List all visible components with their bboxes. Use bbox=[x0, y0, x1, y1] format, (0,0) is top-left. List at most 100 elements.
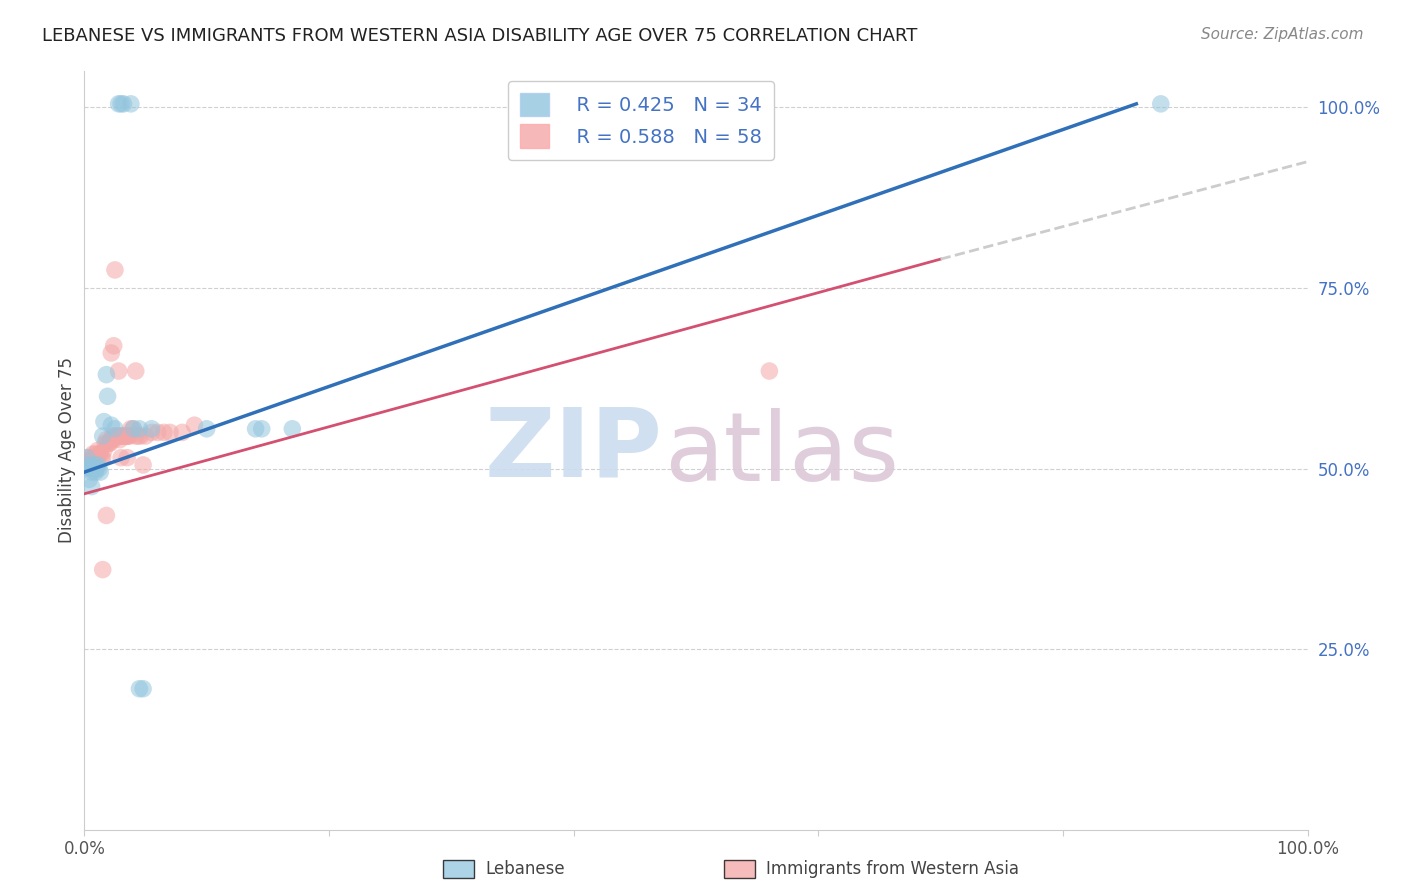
Point bbox=[76, 450, 98, 465]
Point bbox=[125, 429, 148, 443]
Point bbox=[86, 450, 108, 465]
Point bbox=[97, 436, 120, 450]
Point bbox=[77, 472, 100, 486]
Point bbox=[107, 364, 129, 378]
Point bbox=[183, 418, 205, 433]
Point bbox=[135, 429, 157, 443]
Point bbox=[87, 443, 110, 458]
Point bbox=[86, 461, 108, 475]
Point bbox=[96, 368, 118, 382]
Legend:   R = 0.425   N = 34,   R = 0.588   N = 58: R = 0.425 N = 34, R = 0.588 N = 58 bbox=[508, 81, 773, 160]
Point bbox=[117, 429, 139, 443]
Point bbox=[107, 96, 129, 111]
Point bbox=[1150, 96, 1173, 111]
Point bbox=[110, 429, 132, 443]
Point bbox=[87, 461, 110, 475]
Point bbox=[758, 364, 780, 378]
Point bbox=[101, 429, 124, 443]
Point bbox=[159, 425, 181, 440]
Point bbox=[115, 429, 138, 443]
Point bbox=[98, 436, 121, 450]
Point bbox=[84, 465, 107, 479]
Point bbox=[80, 465, 103, 479]
Y-axis label: Disability Age Over 75: Disability Age Over 75 bbox=[58, 358, 76, 543]
Point bbox=[104, 422, 127, 436]
Point bbox=[112, 96, 135, 111]
Point bbox=[83, 450, 105, 465]
Point bbox=[114, 429, 136, 443]
Point bbox=[80, 450, 103, 465]
Point bbox=[100, 418, 122, 433]
Point bbox=[82, 461, 104, 475]
Point bbox=[112, 429, 135, 443]
Point bbox=[111, 429, 134, 443]
Point bbox=[108, 433, 131, 447]
Point bbox=[96, 433, 118, 447]
Point bbox=[120, 422, 142, 436]
Point bbox=[110, 450, 132, 465]
Point bbox=[104, 263, 127, 277]
Text: LEBANESE VS IMMIGRANTS FROM WESTERN ASIA DISABILITY AGE OVER 75 CORRELATION CHAR: LEBANESE VS IMMIGRANTS FROM WESTERN ASIA… bbox=[42, 27, 918, 45]
Text: ZIP: ZIP bbox=[485, 404, 662, 497]
Point bbox=[77, 458, 100, 472]
Point bbox=[128, 422, 150, 436]
Point bbox=[93, 443, 115, 458]
Point bbox=[82, 447, 104, 461]
Point bbox=[96, 508, 118, 523]
Point bbox=[79, 461, 101, 475]
Point bbox=[100, 433, 122, 447]
Point bbox=[172, 425, 194, 440]
Point bbox=[132, 458, 155, 472]
Point bbox=[83, 458, 105, 472]
Point bbox=[97, 389, 120, 403]
Point bbox=[94, 436, 117, 450]
Text: atlas: atlas bbox=[664, 408, 900, 500]
Point bbox=[115, 429, 138, 443]
Point bbox=[146, 425, 169, 440]
Point bbox=[104, 429, 127, 443]
Point bbox=[77, 450, 100, 465]
Point bbox=[195, 422, 218, 436]
Point bbox=[107, 429, 129, 443]
Point bbox=[91, 450, 114, 465]
Point bbox=[125, 364, 148, 378]
Point bbox=[122, 422, 145, 436]
Point bbox=[118, 429, 141, 443]
Point bbox=[87, 447, 110, 461]
Point bbox=[110, 96, 132, 111]
Point bbox=[128, 681, 150, 696]
Point bbox=[80, 479, 103, 493]
Point bbox=[90, 450, 112, 465]
Point bbox=[103, 339, 125, 353]
Point bbox=[122, 422, 145, 436]
Point bbox=[100, 346, 122, 360]
Point bbox=[132, 681, 155, 696]
Point bbox=[84, 447, 107, 461]
Point bbox=[97, 436, 120, 450]
Point bbox=[127, 429, 149, 443]
Point bbox=[120, 96, 142, 111]
Point bbox=[89, 447, 111, 461]
Point bbox=[103, 433, 125, 447]
Text: Source: ZipAtlas.com: Source: ZipAtlas.com bbox=[1201, 27, 1364, 42]
Point bbox=[281, 422, 304, 436]
Point bbox=[87, 458, 110, 472]
Point bbox=[105, 429, 128, 443]
Point bbox=[153, 425, 176, 440]
Point bbox=[141, 425, 163, 440]
Text: Lebanese: Lebanese bbox=[485, 860, 565, 878]
Point bbox=[93, 415, 115, 429]
Point bbox=[105, 429, 128, 443]
Point bbox=[89, 465, 111, 479]
Point bbox=[77, 454, 100, 468]
Point bbox=[115, 450, 138, 465]
Point bbox=[91, 429, 114, 443]
Point bbox=[77, 461, 100, 475]
Point bbox=[79, 454, 101, 468]
Point bbox=[141, 422, 163, 436]
Point bbox=[91, 563, 114, 577]
Text: Immigrants from Western Asia: Immigrants from Western Asia bbox=[766, 860, 1019, 878]
Point bbox=[129, 429, 152, 443]
Point bbox=[250, 422, 273, 436]
Point bbox=[245, 422, 267, 436]
